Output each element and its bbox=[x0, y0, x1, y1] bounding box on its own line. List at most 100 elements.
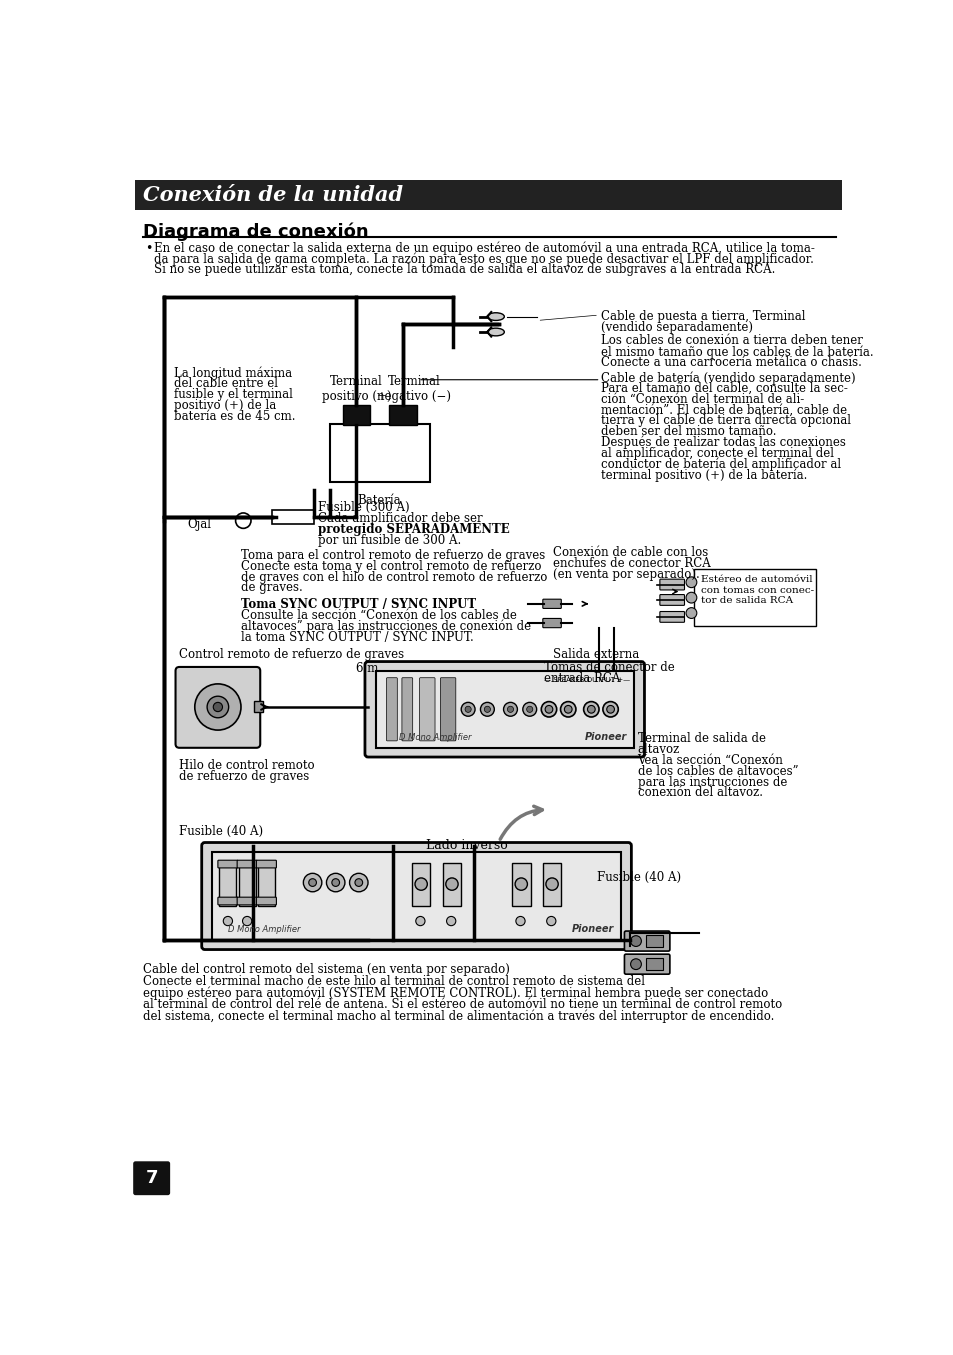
Circle shape bbox=[630, 959, 640, 970]
FancyBboxPatch shape bbox=[440, 678, 456, 741]
Text: equipo estéreo para automóvil (SYSTEM REMOTE CONTROL). El terminal hembra puede : equipo estéreo para automóvil (SYSTEM RE… bbox=[143, 986, 767, 1000]
Text: Tomas de conector de: Tomas de conector de bbox=[543, 661, 674, 673]
Circle shape bbox=[303, 874, 321, 892]
Text: del sistema, conecte el terminal macho al terminal de alimentación a través del : del sistema, conecte el terminal macho a… bbox=[143, 1009, 774, 1023]
Text: al terminal de control del relé de antena. Si el estéreo de automóvil no tiene u: al terminal de control del relé de anten… bbox=[143, 999, 781, 1011]
Text: Pioneer: Pioneer bbox=[572, 924, 614, 934]
FancyBboxPatch shape bbox=[219, 863, 236, 906]
FancyBboxPatch shape bbox=[419, 678, 435, 741]
Circle shape bbox=[464, 706, 471, 713]
Text: Terminal de salida de: Terminal de salida de bbox=[637, 733, 764, 745]
FancyBboxPatch shape bbox=[693, 569, 816, 626]
FancyBboxPatch shape bbox=[201, 843, 631, 950]
Text: da para la salida de gama completa. La razón para esto es que no se puede desact: da para la salida de gama completa. La r… bbox=[153, 252, 813, 266]
Text: •: • bbox=[145, 243, 152, 255]
Text: Después de realizar todas las conexiones: Después de realizar todas las conexiones bbox=[600, 436, 844, 450]
Text: Hilo de control remoto: Hilo de control remoto bbox=[179, 759, 314, 772]
Text: Cable del control remoto del sistema (en venta por separado): Cable del control remoto del sistema (en… bbox=[143, 963, 510, 977]
Text: Batería: Batería bbox=[357, 493, 401, 507]
Text: Terminal
positivo (+): Terminal positivo (+) bbox=[321, 375, 391, 402]
FancyBboxPatch shape bbox=[659, 611, 684, 622]
FancyBboxPatch shape bbox=[253, 701, 263, 711]
Circle shape bbox=[503, 702, 517, 717]
FancyBboxPatch shape bbox=[133, 1161, 170, 1195]
Text: Lado inverso: Lado inverso bbox=[425, 839, 507, 852]
Circle shape bbox=[685, 577, 696, 588]
Text: D Mono Amplifier: D Mono Amplifier bbox=[228, 925, 300, 934]
FancyBboxPatch shape bbox=[624, 954, 669, 974]
Text: al amplificador, conecte el terminal del: al amplificador, conecte el terminal del bbox=[600, 447, 833, 459]
Text: entrada RCA: entrada RCA bbox=[543, 672, 619, 684]
Circle shape bbox=[235, 514, 251, 528]
Text: Control remoto de refuerzo de graves: Control remoto de refuerzo de graves bbox=[179, 648, 404, 661]
Text: conductor de batería del amplificador al: conductor de batería del amplificador al bbox=[600, 458, 840, 472]
FancyBboxPatch shape bbox=[645, 958, 662, 970]
FancyBboxPatch shape bbox=[512, 863, 530, 906]
FancyBboxPatch shape bbox=[237, 860, 257, 869]
Text: Ojal: Ojal bbox=[187, 518, 211, 531]
Text: Cable de puesta a tierra, Terminal: Cable de puesta a tierra, Terminal bbox=[600, 310, 804, 324]
FancyBboxPatch shape bbox=[624, 931, 669, 951]
Text: ción “Conexón del terminal de ali-: ción “Conexón del terminal de ali- bbox=[600, 393, 803, 406]
Circle shape bbox=[516, 916, 524, 925]
FancyBboxPatch shape bbox=[542, 618, 560, 627]
FancyBboxPatch shape bbox=[386, 678, 396, 741]
FancyBboxPatch shape bbox=[645, 935, 662, 947]
Text: Fusible (40 A): Fusible (40 A) bbox=[597, 871, 680, 883]
Circle shape bbox=[242, 916, 252, 925]
Text: Conecte el terminal macho de este hilo al terminal de control remoto de sistema : Conecte el terminal macho de este hilo a… bbox=[143, 976, 644, 988]
Text: Salida externa: Salida externa bbox=[552, 648, 639, 661]
Text: deben ser del mismo tamaño.: deben ser del mismo tamaño. bbox=[600, 425, 775, 438]
Text: (en venta por separado).: (en venta por separado). bbox=[552, 568, 699, 581]
Circle shape bbox=[630, 936, 640, 946]
Text: En el caso de conectar la salida externa de un equipo estéreo de automóvil a una: En el caso de conectar la salida externa… bbox=[153, 243, 814, 255]
FancyBboxPatch shape bbox=[257, 863, 274, 906]
Text: del cable entre el: del cable entre el bbox=[173, 378, 277, 390]
FancyBboxPatch shape bbox=[238, 863, 255, 906]
Text: Pioneer: Pioneer bbox=[584, 732, 627, 741]
Text: por un fusible de 300 A.: por un fusible de 300 A. bbox=[317, 534, 460, 546]
FancyBboxPatch shape bbox=[237, 897, 257, 905]
Circle shape bbox=[540, 702, 557, 717]
Text: (vendido separadamente): (vendido separadamente) bbox=[600, 321, 752, 335]
FancyBboxPatch shape bbox=[401, 678, 413, 741]
Circle shape bbox=[507, 706, 513, 713]
Text: Si no se puede utilizar esta toma, conecte la tomada de salida el altavoz de sub: Si no se puede utilizar esta toma, conec… bbox=[153, 263, 775, 276]
Text: de graves con el hilo de control remoto de refuerzo: de graves con el hilo de control remoto … bbox=[241, 570, 547, 584]
Text: de refuerzo de graves: de refuerzo de graves bbox=[179, 770, 310, 783]
Circle shape bbox=[460, 702, 475, 717]
Circle shape bbox=[546, 916, 556, 925]
FancyBboxPatch shape bbox=[542, 863, 560, 906]
FancyBboxPatch shape bbox=[365, 661, 644, 757]
FancyBboxPatch shape bbox=[389, 405, 416, 425]
FancyBboxPatch shape bbox=[375, 671, 633, 748]
Text: protegido SEPARADAMENTE: protegido SEPARADAMENTE bbox=[317, 523, 509, 537]
FancyBboxPatch shape bbox=[135, 180, 841, 210]
Text: terminal positivo (+) de la batería.: terminal positivo (+) de la batería. bbox=[600, 469, 806, 482]
Text: Consulte la sección “Conexón de los cables de: Consulte la sección “Conexón de los cabl… bbox=[241, 610, 517, 622]
Text: altavoz: altavoz bbox=[637, 743, 679, 756]
Circle shape bbox=[560, 702, 576, 717]
Circle shape bbox=[606, 706, 614, 713]
Circle shape bbox=[416, 916, 425, 925]
Text: 6 m: 6 m bbox=[356, 661, 378, 675]
Text: altavoces” para las instrucciones de conexión de: altavoces” para las instrucciones de con… bbox=[241, 621, 531, 634]
Text: D Mono Amplifier: D Mono Amplifier bbox=[398, 733, 471, 741]
Text: Fusible (300 A): Fusible (300 A) bbox=[317, 501, 409, 515]
Text: fusible y el terminal: fusible y el terminal bbox=[173, 389, 293, 401]
FancyBboxPatch shape bbox=[659, 595, 684, 606]
FancyBboxPatch shape bbox=[213, 852, 620, 940]
Circle shape bbox=[355, 878, 362, 886]
FancyBboxPatch shape bbox=[542, 599, 560, 608]
Circle shape bbox=[349, 874, 368, 892]
Circle shape bbox=[602, 702, 618, 717]
Text: positivo (+) de la: positivo (+) de la bbox=[173, 398, 276, 412]
Text: 7: 7 bbox=[145, 1169, 158, 1187]
FancyBboxPatch shape bbox=[256, 897, 276, 905]
Text: Cable de batería (vendido separadamente): Cable de batería (vendido separadamente) bbox=[600, 371, 854, 385]
Text: Para el tamaño del cable, consulte la sec-: Para el tamaño del cable, consulte la se… bbox=[600, 382, 846, 396]
FancyBboxPatch shape bbox=[442, 863, 460, 906]
Circle shape bbox=[223, 916, 233, 925]
Circle shape bbox=[446, 916, 456, 925]
Text: Diagrama de conexión: Diagrama de conexión bbox=[143, 222, 369, 241]
